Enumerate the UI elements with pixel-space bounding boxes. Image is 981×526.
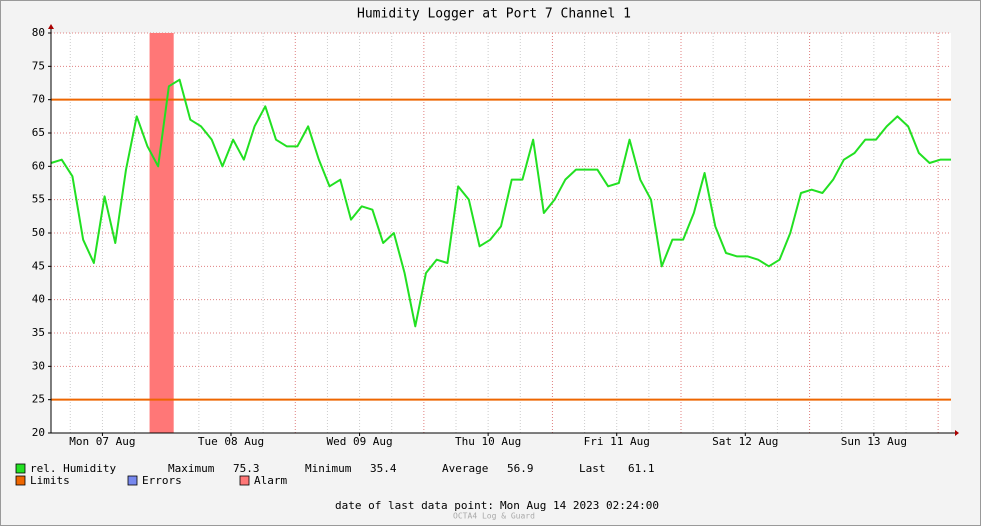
x-tick-label: Sat 12 Aug	[712, 435, 778, 448]
x-tick-label: Thu 10 Aug	[455, 435, 521, 448]
x-tick-label: Fri 11 Aug	[584, 435, 650, 448]
alarm-band	[149, 33, 174, 433]
series-line	[50, 78, 951, 328]
stat-label: Last	[579, 462, 606, 475]
y-tick-label: 20	[32, 426, 45, 439]
legend-swatch	[15, 463, 26, 474]
legend-label: rel. Humidity	[30, 462, 116, 475]
y-tick-label: 75	[32, 59, 45, 72]
x-tick-label: Sun 13 Aug	[841, 435, 907, 448]
y-tick-label: 45	[32, 259, 45, 272]
y-tick-label: 55	[32, 193, 45, 206]
y-tick-label: 70	[32, 93, 45, 106]
y-tick-label: 35	[32, 326, 45, 339]
stat-value: 35.4	[370, 462, 397, 475]
x-tick-label: Wed 09 Aug	[326, 435, 392, 448]
x-tick-label: Tue 08 Aug	[198, 435, 264, 448]
legend-swatch	[15, 475, 26, 486]
x-arrow	[955, 430, 959, 436]
y-tick-label: 60	[32, 159, 45, 172]
y-arrow	[48, 24, 54, 29]
x-tick-label: Mon 07 Aug	[69, 435, 135, 448]
y-tick-label: 30	[32, 359, 45, 372]
legend-swatch	[127, 475, 138, 486]
legend-label: Errors	[142, 474, 182, 487]
y-tick-label: 65	[32, 126, 45, 139]
y-tick-label: 25	[32, 393, 45, 406]
legend-label: Alarm	[254, 474, 287, 487]
last-point: Mon Aug 14 2023 02:24:00	[500, 499, 659, 512]
legend-label: Limits	[30, 474, 70, 487]
marks	[50, 33, 951, 433]
stat-label: Average	[442, 462, 488, 475]
last-point-label: date of last data point:	[335, 499, 494, 512]
legend-swatch	[239, 475, 250, 486]
y-tick-label: 50	[32, 226, 45, 239]
stat-label: Maximum	[168, 462, 215, 475]
footer: OCTA4 Log & Guard	[453, 512, 535, 521]
stat-label: Minimum	[305, 462, 352, 475]
stat-value: 75.3	[233, 462, 260, 475]
y-tick-label: 40	[32, 293, 45, 306]
y-tick-label: 80	[32, 26, 45, 39]
stat-value: 61.1	[628, 462, 655, 475]
stat-value: 56.9	[507, 462, 534, 475]
chart-title: Humidity Logger at Port 7 Channel 1	[357, 7, 631, 22]
